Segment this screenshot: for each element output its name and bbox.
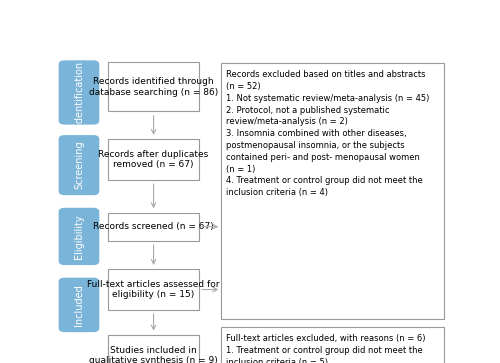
Text: Records after duplicates
removed (n = 67): Records after duplicates removed (n = 67… [98,150,208,169]
FancyBboxPatch shape [108,213,199,241]
Text: Full-text articles excluded, with reasons (n = 6)
1. Treatment or control group : Full-text articles excluded, with reason… [226,334,426,363]
FancyBboxPatch shape [58,135,100,195]
FancyBboxPatch shape [222,63,444,319]
Text: Studies included in
qualitative synthesis (n = 9): Studies included in qualitative synthesi… [89,346,218,363]
FancyBboxPatch shape [108,62,199,111]
Text: Screening: Screening [74,141,84,189]
FancyBboxPatch shape [222,327,444,363]
FancyBboxPatch shape [108,139,199,180]
Text: Included: Included [74,284,84,326]
Text: Identification: Identification [74,60,84,125]
Text: Eligibility: Eligibility [74,214,84,259]
FancyBboxPatch shape [108,335,199,363]
Text: Full-text articles assessed for
eligibility (n = 15): Full-text articles assessed for eligibil… [88,280,220,299]
FancyBboxPatch shape [58,208,100,265]
FancyBboxPatch shape [58,60,100,125]
FancyBboxPatch shape [108,269,199,310]
Text: Records screened (n = 67): Records screened (n = 67) [93,222,214,231]
Text: Records excluded based on titles and abstracts
(n = 52)
1. Not systematic review: Records excluded based on titles and abs… [226,70,430,197]
Text: Records identified through
database searching (n = 86): Records identified through database sear… [89,77,218,97]
FancyBboxPatch shape [58,278,100,332]
